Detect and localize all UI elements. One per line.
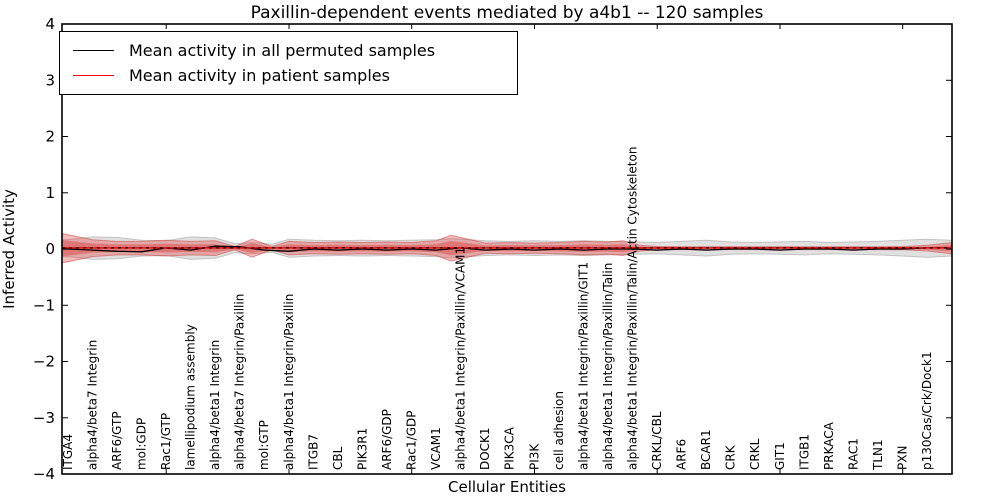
x-tick-label: CRKL xyxy=(748,438,762,470)
x-tick-label: alpha4/beta1 Integrin/Paxillin xyxy=(282,294,296,470)
x-tick-label: ITGB1 xyxy=(797,434,811,470)
legend-label: Mean activity in patient samples xyxy=(129,66,390,85)
x-tick-label: ARF6/GDP xyxy=(380,409,394,470)
x-tick-label: ARF6/GTP xyxy=(110,411,124,470)
x-tick-label: Rac1/GDP xyxy=(405,411,419,470)
x-tick-label: CRK xyxy=(724,444,738,470)
y-tick-label: −3 xyxy=(33,409,55,427)
x-tick-label: mol:GDP xyxy=(134,418,148,470)
y-tick-label: −2 xyxy=(33,353,55,371)
x-tick-label: RAC1 xyxy=(846,438,860,470)
y-tick-label: 4 xyxy=(45,15,55,33)
x-tick-label: PIK3R1 xyxy=(355,428,369,470)
x-tick-label: DOCK1 xyxy=(478,427,492,470)
x-axis-label: Cellular Entities xyxy=(448,478,566,496)
x-tick-label: alpha4/beta1 Integrin xyxy=(208,340,222,470)
x-tick-label: p130Cas/Crk/Dock1 xyxy=(920,351,934,470)
x-tick-label: BCAR1 xyxy=(699,429,713,470)
y-tick-label: 3 xyxy=(45,71,55,89)
legend: Mean activity in all permuted samples Me… xyxy=(59,31,518,95)
x-tick-label: TLN1 xyxy=(871,439,885,471)
chart-title: Paxillin-dependent events mediated by a4… xyxy=(251,3,764,23)
x-tick-label: PRKACA xyxy=(822,421,836,470)
x-tick-label: PI3K xyxy=(527,443,541,470)
x-tick-label: lamellipodium assembly xyxy=(184,324,198,470)
x-tick-label: alpha4/beta1 Integrin/Paxillin/Talin/Act… xyxy=(625,147,639,470)
y-tick-label: −4 xyxy=(33,465,55,483)
x-tick-label: CBL xyxy=(331,446,345,470)
legend-label: Mean activity in all permuted samples xyxy=(129,41,436,60)
x-tick-label: alpha4/beta7 Integrin xyxy=(85,340,99,470)
x-tick-label: alpha4/beta1 Integrin/Paxillin/VCAM1 xyxy=(454,247,468,470)
x-tick-label: cell adhesion xyxy=(552,391,566,470)
patient-mean-line-swatch xyxy=(73,75,114,76)
x-tick-label: ITGB7 xyxy=(306,434,320,470)
x-tick-label: alpha4/beta1 Integrin/Paxillin/GIT1 xyxy=(576,262,590,470)
permuted-mean-line-swatch xyxy=(73,50,114,51)
x-tick-label: alpha4/beta1 Integrin/Paxillin/Talin xyxy=(601,263,615,470)
legend-entry: Mean activity in patient samples xyxy=(73,66,511,85)
x-tick-label: PXN xyxy=(896,446,910,470)
x-tick-label: Rac1/GTP xyxy=(159,413,173,470)
y-axis-label: Inferred Activity xyxy=(0,189,18,309)
permuted-mean-line xyxy=(61,245,952,253)
x-tick-label: ARF6 xyxy=(675,439,689,470)
y-tick-label: 2 xyxy=(45,128,55,146)
x-tick-label: ITGA4 xyxy=(61,434,75,470)
x-tick-label: CRKL/CBL xyxy=(650,411,664,470)
axes-border xyxy=(61,23,953,475)
y-tick-label: −1 xyxy=(33,296,55,314)
y-tick-label: 1 xyxy=(45,184,55,202)
x-tick-label: VCAM1 xyxy=(429,427,443,470)
x-tick-label: PIK3CA xyxy=(503,426,517,470)
x-tick-label: mol:GTP xyxy=(257,420,271,470)
x-tick-label: alpha4/beta7 Integrin/Paxillin xyxy=(233,294,247,470)
legend-entry: Mean activity in all permuted samples xyxy=(73,41,511,60)
x-tick-label: GIT1 xyxy=(773,442,787,470)
plot-layer: ITGA4 alpha4/beta7 Integrin ARF6/GTP mol:GD… xyxy=(33,15,953,483)
y-tick-label: 0 xyxy=(45,240,55,258)
